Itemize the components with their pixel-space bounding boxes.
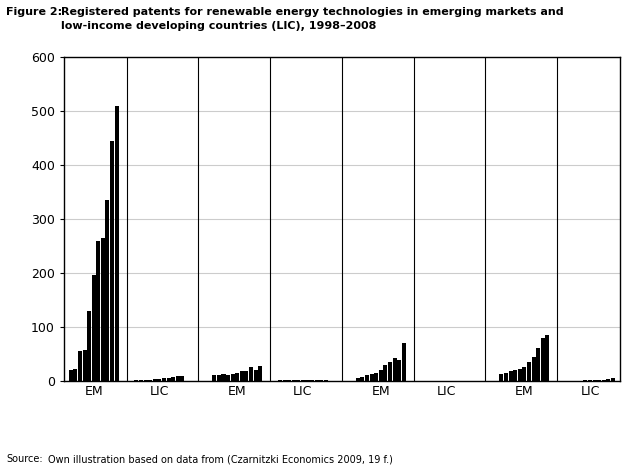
Bar [602, 380, 606, 381]
Bar [282, 380, 287, 381]
Bar [296, 380, 300, 381]
Bar [144, 380, 148, 381]
Bar [504, 373, 508, 381]
Bar [374, 373, 378, 381]
Bar [527, 362, 531, 381]
Bar [320, 380, 323, 381]
Text: Source:: Source: [6, 454, 43, 464]
Bar [235, 373, 239, 381]
Bar [101, 238, 105, 381]
Bar [69, 370, 73, 381]
Bar [91, 275, 96, 381]
Bar [180, 376, 184, 381]
Bar [402, 343, 406, 381]
Bar [518, 369, 522, 381]
Bar [278, 380, 282, 381]
Bar [148, 380, 152, 381]
Bar [545, 335, 550, 381]
Bar [500, 374, 504, 381]
Bar [226, 376, 230, 381]
Bar [522, 367, 527, 381]
Bar [162, 378, 166, 381]
Bar [87, 311, 91, 381]
Bar [532, 357, 535, 381]
Bar [583, 380, 587, 381]
Bar [105, 200, 109, 381]
Bar [139, 380, 143, 381]
Bar [513, 370, 517, 381]
Bar [73, 369, 77, 381]
Bar [249, 367, 253, 381]
Text: Figure 2:: Figure 2: [6, 7, 63, 17]
Bar [78, 351, 82, 381]
Bar [240, 371, 244, 381]
Text: Own illustration based on data from (Czarnitzki Economics 2009, 19 f.): Own illustration based on data from (Cza… [48, 454, 393, 464]
Bar [388, 362, 392, 381]
Bar [292, 380, 296, 381]
Bar [369, 374, 374, 381]
Bar [110, 141, 114, 381]
Bar [167, 377, 171, 381]
Bar [244, 371, 249, 381]
Bar [597, 380, 601, 381]
Bar [324, 380, 328, 381]
Bar [592, 380, 597, 381]
Bar [360, 377, 364, 381]
Bar [254, 370, 258, 381]
Bar [383, 365, 387, 381]
Bar [365, 376, 369, 381]
Bar [176, 377, 180, 381]
Bar [536, 348, 540, 381]
Text: Registered patents for renewable energy technologies in emerging markets and: Registered patents for renewable energy … [61, 7, 564, 17]
Text: low-income developing countries (LIC), 1998–2008: low-income developing countries (LIC), 1… [61, 21, 376, 31]
Bar [379, 370, 383, 381]
Bar [588, 380, 592, 381]
Bar [392, 358, 397, 381]
Bar [153, 379, 157, 381]
Bar [217, 376, 221, 381]
Bar [222, 374, 226, 381]
Bar [171, 377, 175, 381]
Bar [314, 380, 319, 381]
Bar [611, 378, 615, 381]
Bar [114, 106, 119, 381]
Bar [96, 240, 100, 381]
Bar [157, 378, 162, 381]
Bar [606, 379, 610, 381]
Bar [258, 366, 262, 381]
Bar [287, 380, 291, 381]
Bar [212, 376, 217, 381]
Bar [356, 378, 360, 381]
Bar [310, 380, 314, 381]
Bar [305, 380, 309, 381]
Bar [231, 374, 235, 381]
Bar [509, 371, 512, 381]
Bar [301, 380, 305, 381]
Bar [397, 360, 401, 381]
Bar [541, 337, 544, 381]
Bar [82, 349, 86, 381]
Bar [134, 380, 139, 381]
